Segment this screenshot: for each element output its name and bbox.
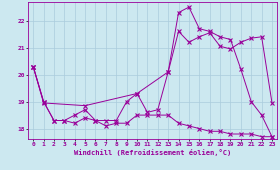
X-axis label: Windchill (Refroidissement éolien,°C): Windchill (Refroidissement éolien,°C) [74, 149, 231, 156]
